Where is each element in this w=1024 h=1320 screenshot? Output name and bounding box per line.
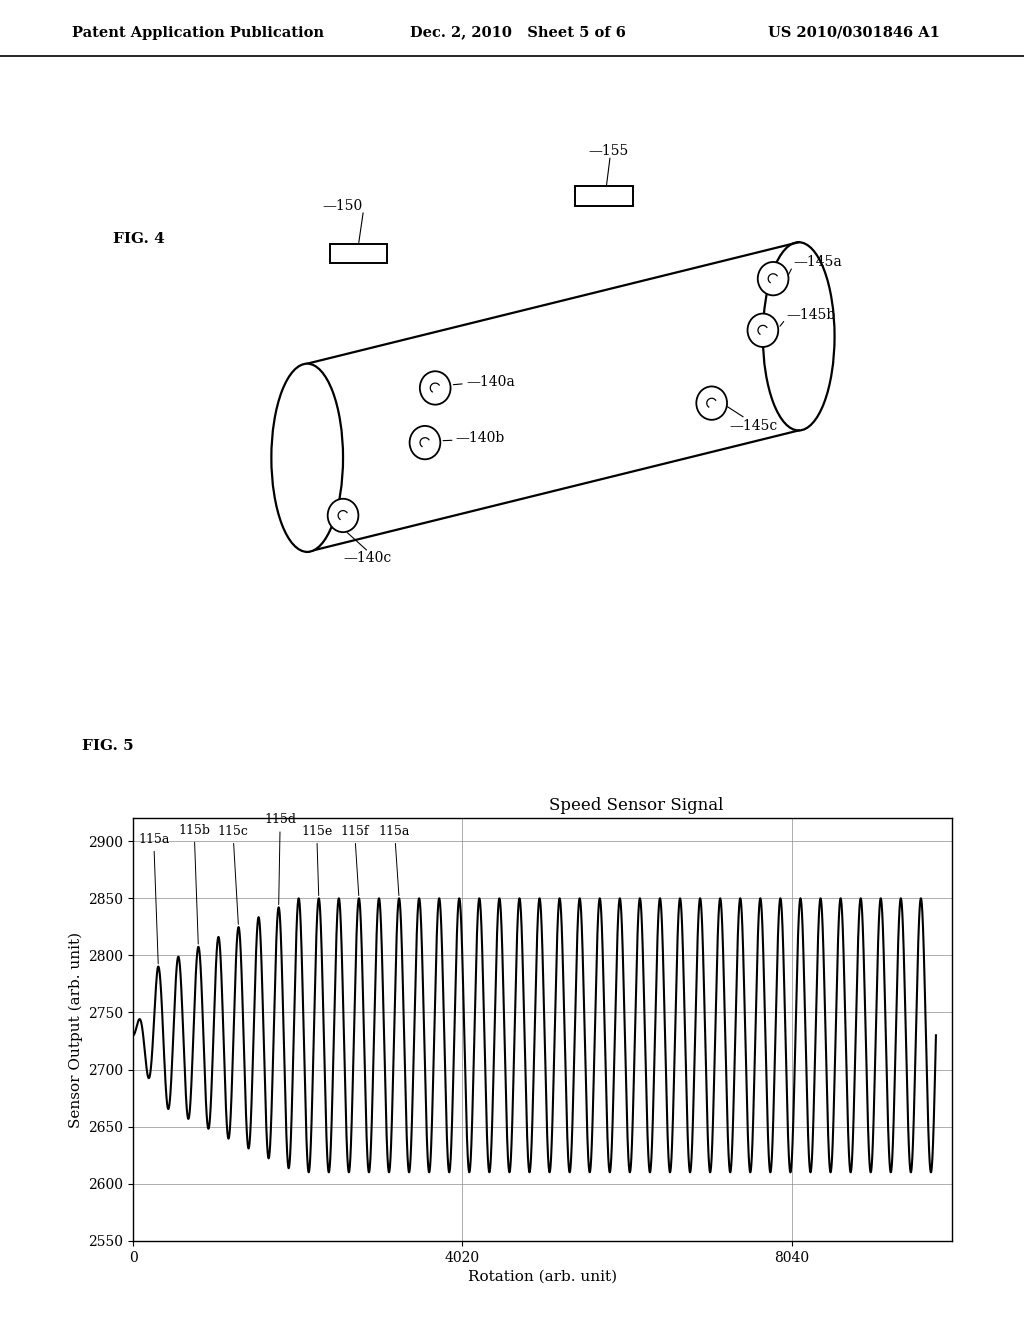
Ellipse shape	[748, 314, 778, 347]
Y-axis label: Sensor Output (arb. unit): Sensor Output (arb. unit)	[69, 932, 83, 1127]
Bar	[575, 186, 633, 206]
Ellipse shape	[758, 261, 788, 296]
Bar	[330, 244, 387, 264]
Text: FIG. 5: FIG. 5	[82, 739, 133, 752]
Text: 115a: 115a	[138, 833, 169, 964]
Text: 115e: 115e	[301, 825, 333, 895]
Ellipse shape	[328, 499, 358, 532]
Text: 115d: 115d	[264, 813, 296, 904]
Text: —140c: —140c	[343, 550, 391, 565]
Text: 115f: 115f	[340, 825, 369, 895]
Text: —145c: —145c	[729, 420, 777, 433]
Text: 115a: 115a	[379, 825, 411, 895]
Text: —140b: —140b	[456, 432, 505, 445]
X-axis label: Rotation (arb. unit): Rotation (arb. unit)	[468, 1270, 617, 1284]
Text: Dec. 2, 2010   Sheet 5 of 6: Dec. 2, 2010 Sheet 5 of 6	[410, 25, 626, 40]
Ellipse shape	[410, 426, 440, 459]
Text: FIG. 4: FIG. 4	[113, 232, 165, 247]
Ellipse shape	[763, 242, 835, 430]
Ellipse shape	[696, 387, 727, 420]
Text: US 2010/0301846 A1: US 2010/0301846 A1	[768, 25, 940, 40]
Ellipse shape	[420, 371, 451, 405]
Text: Patent Application Publication: Patent Application Publication	[72, 25, 324, 40]
Text: 115c: 115c	[217, 825, 249, 924]
Text: —145a: —145a	[794, 255, 843, 269]
Polygon shape	[307, 242, 799, 552]
Text: Speed Sensor Signal: Speed Sensor Signal	[549, 797, 723, 814]
Text: —155: —155	[589, 144, 629, 158]
Text: 115b: 115b	[178, 824, 210, 944]
Text: —150: —150	[323, 199, 362, 213]
Ellipse shape	[271, 363, 343, 552]
Text: —145b: —145b	[786, 308, 836, 322]
Text: —140a: —140a	[466, 375, 515, 389]
